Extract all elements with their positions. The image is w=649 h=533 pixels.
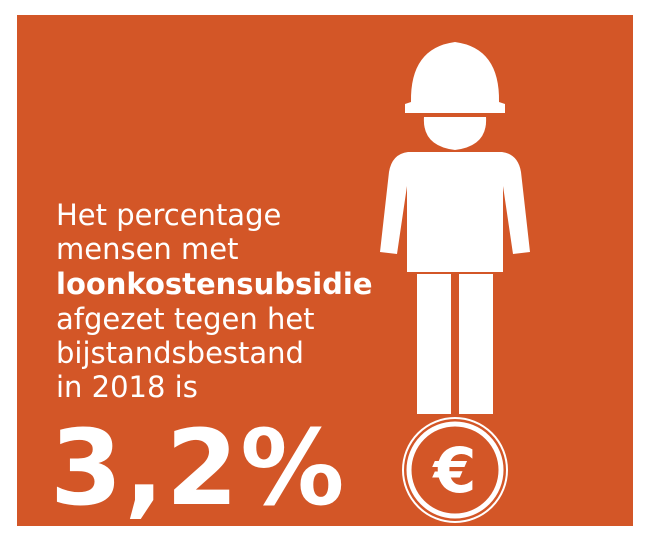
text-line: Het percentage (56, 198, 281, 232)
helmet (405, 42, 505, 113)
coin-outer (402, 417, 508, 523)
head (423, 117, 487, 150)
text-line: bijstandsbestand (56, 336, 304, 370)
left-leg (417, 274, 451, 414)
text-line: loonkostensubsidie (56, 267, 373, 301)
coin-symbol: € (431, 434, 476, 507)
text-line: mensen met (56, 232, 238, 266)
coin-inner (406, 421, 504, 519)
right-leg (459, 274, 493, 414)
coin: € (402, 417, 508, 523)
panel (17, 15, 633, 526)
text-line: afgezet tegen het (56, 302, 315, 336)
torso (380, 152, 530, 272)
worker-icon (380, 42, 530, 414)
text-line: in 2018 is (56, 370, 198, 404)
highlight-number: 3,2% (50, 407, 346, 529)
